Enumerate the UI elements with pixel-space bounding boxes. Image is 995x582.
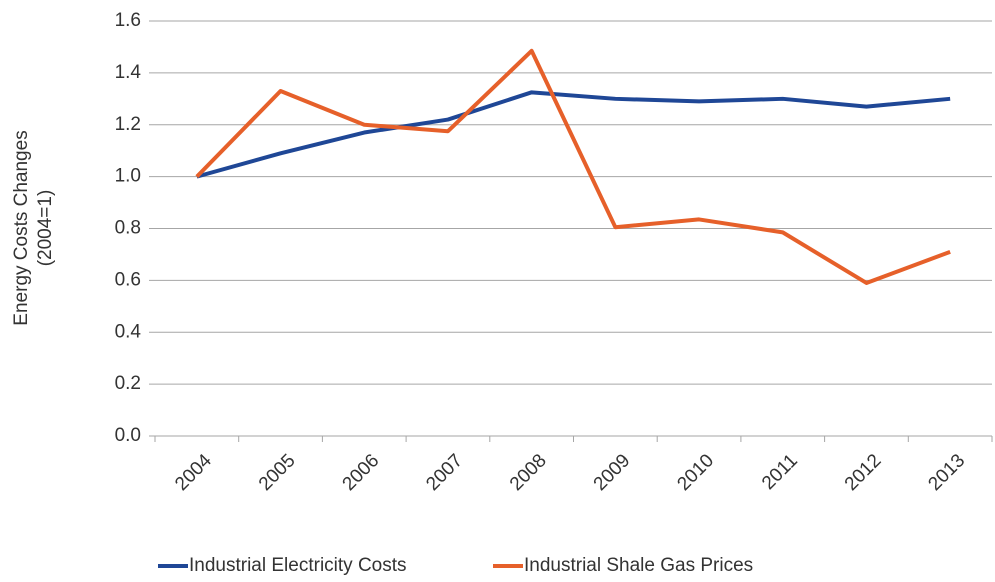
y-tick-label: 1.4	[115, 62, 142, 83]
x-tick-label: 2005	[255, 450, 300, 495]
y-tick-label: 0.8	[115, 218, 141, 239]
y-tick-label: 1.6	[115, 10, 141, 31]
y-axis-label: (2004=1)	[35, 190, 56, 267]
x-tick-label: 2006	[339, 450, 384, 495]
line-series	[196, 90, 951, 179]
line-series	[195, 48, 951, 285]
y-tick-label: 0.0	[115, 425, 141, 446]
x-tick-label: 2010	[673, 450, 718, 495]
y-axis-label: Energy Costs Changes	[11, 130, 32, 325]
x-tick-label: 2012	[841, 450, 886, 495]
x-tick-label: 2004	[171, 450, 216, 495]
x-tick-label: 2009	[590, 450, 635, 495]
y-tick-label: 1.2	[115, 114, 141, 135]
x-tick-label: 2011	[758, 450, 802, 494]
x-tick-label: 2008	[506, 450, 551, 495]
legend-label: Industrial Electricity Costs	[189, 555, 407, 576]
y-tick-label: 0.2	[115, 373, 141, 394]
legend-label: Industrial Shale Gas Prices	[524, 555, 753, 576]
y-tick-label: 0.6	[115, 269, 141, 290]
x-tick-label: 2007	[422, 450, 467, 495]
y-tick-label: 1.0	[115, 166, 141, 187]
x-tick-label: 2013	[924, 450, 969, 495]
y-tick-label: 0.4	[115, 321, 142, 342]
